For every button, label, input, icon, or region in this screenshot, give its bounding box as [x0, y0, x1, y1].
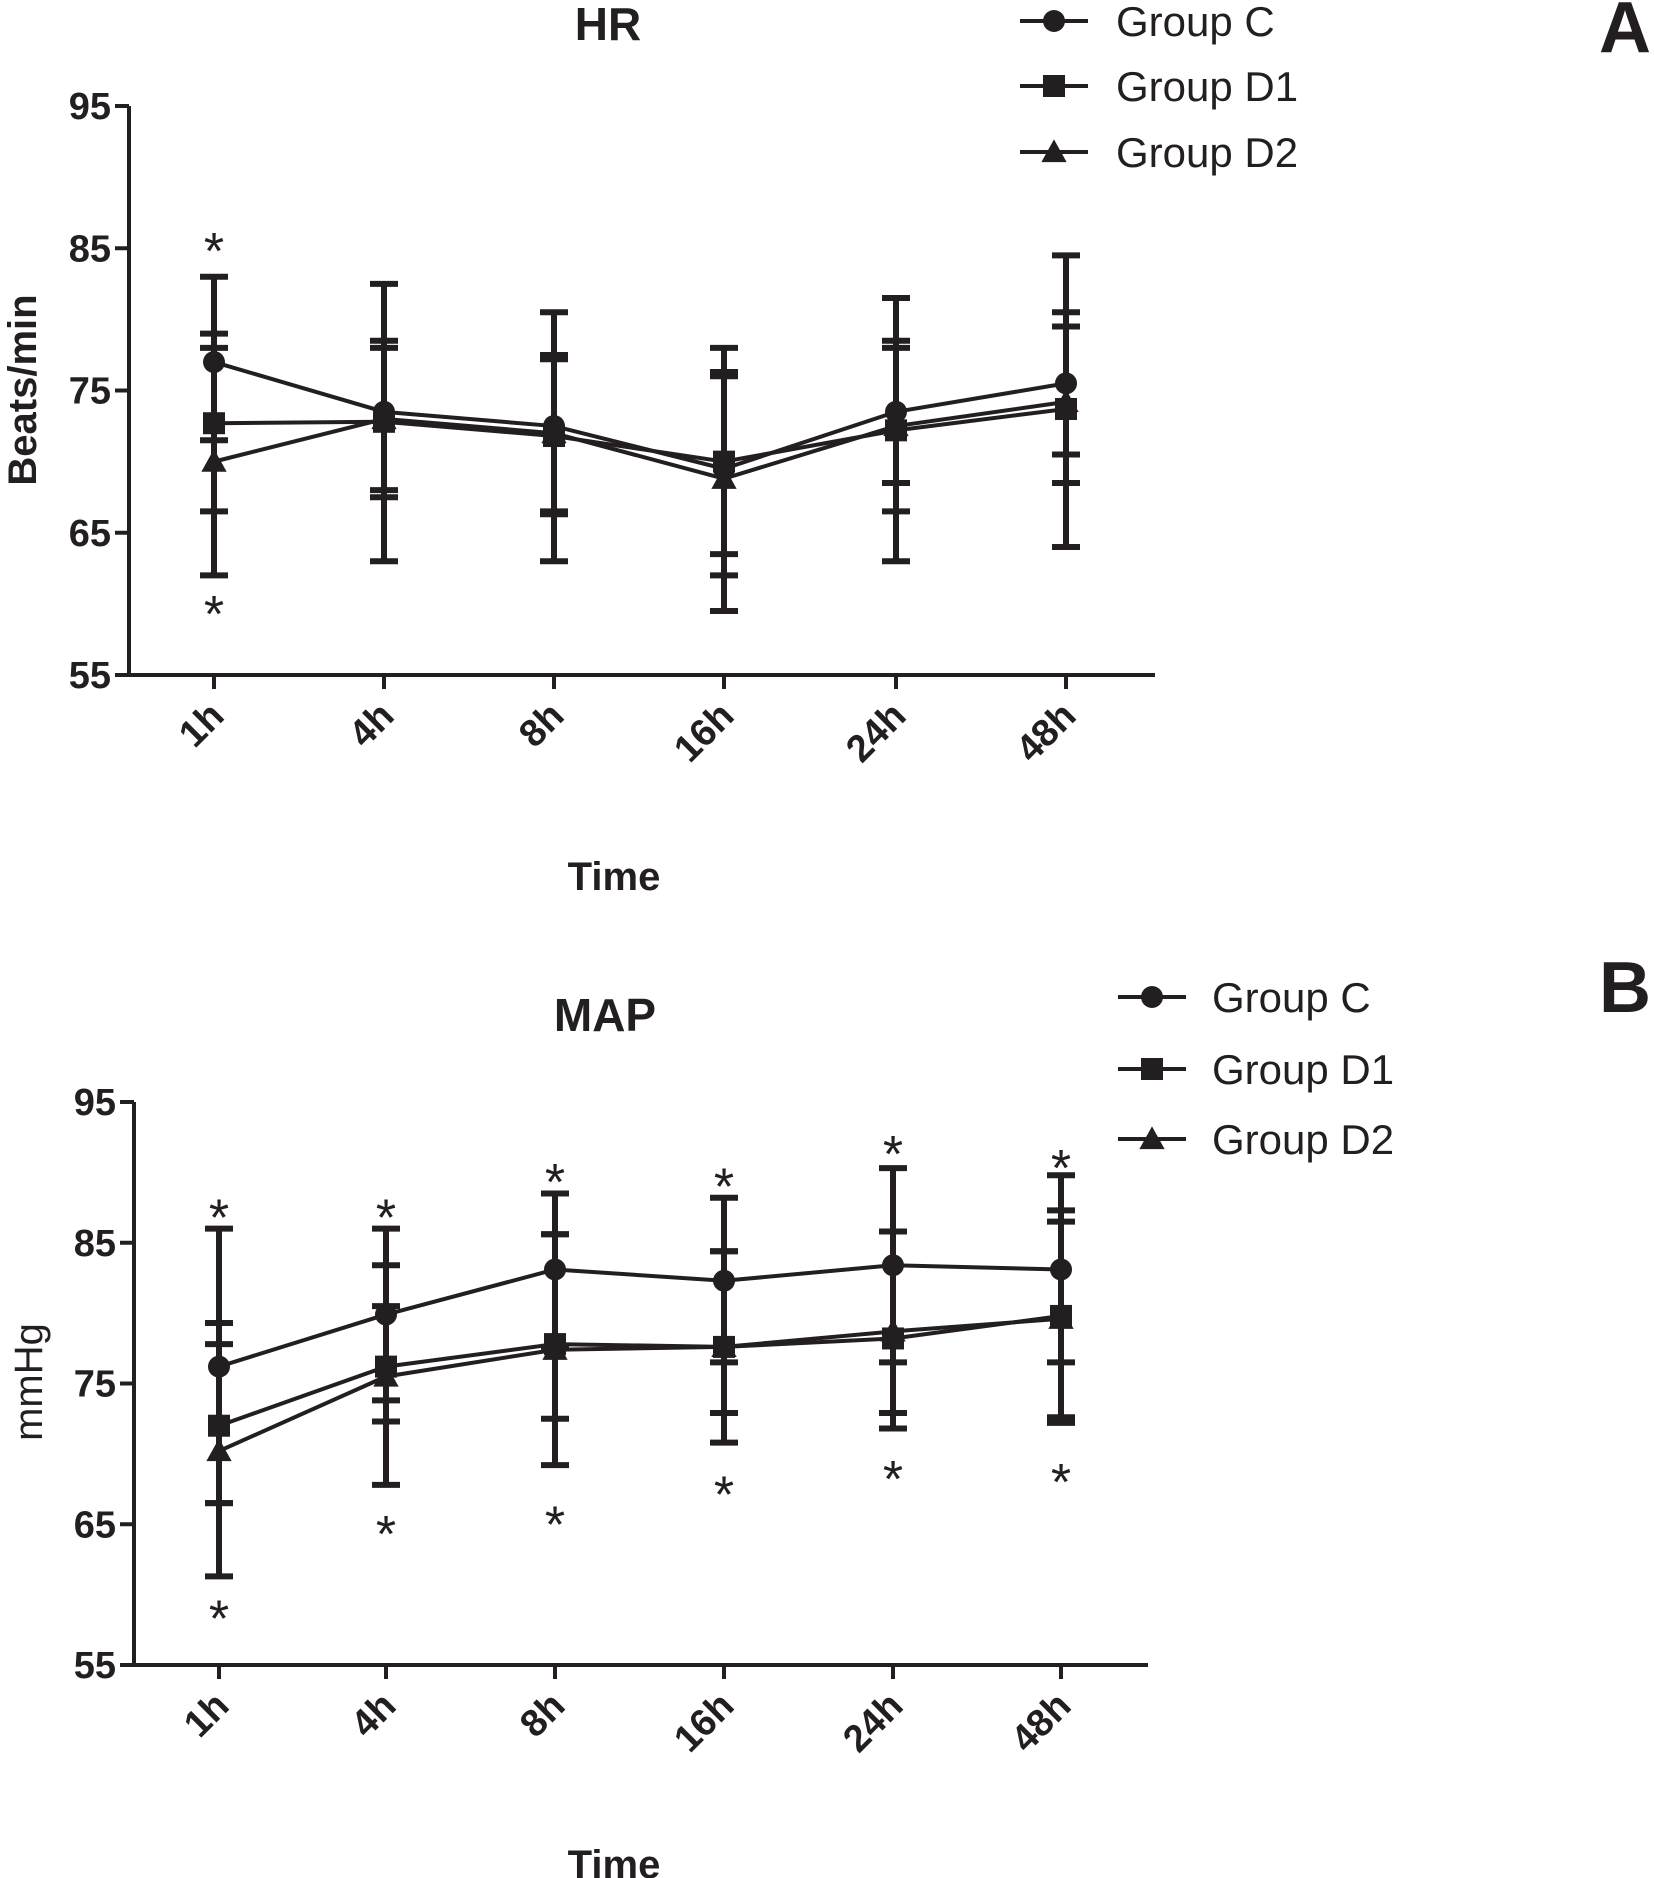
data-point	[880, 1318, 906, 1342]
series-line	[213, 399, 1067, 481]
series-line	[218, 1316, 1062, 1453]
significance-star: *	[545, 1496, 565, 1554]
legend-marker	[1139, 1126, 1165, 1150]
data-point	[541, 420, 567, 444]
x-tick-label: 48h	[1008, 695, 1084, 771]
legend-label: Group C	[1212, 974, 1371, 1021]
y-tick-label: 75	[69, 371, 111, 413]
series-group-d2	[205, 1218, 1075, 1580]
x-tick-label: 48h	[1003, 1685, 1079, 1761]
chart-title: HR	[575, 0, 641, 50]
significance-star: *	[714, 1467, 734, 1525]
x-tick-label: 8h	[511, 695, 572, 756]
x-axis-label: Time	[568, 855, 661, 899]
chart-panel-a: HR A 55 65 75 85 95 1h 4h 8h 16h 24h 48h Beats/min Tim…	[1, 0, 1651, 899]
y-tick-label: 55	[74, 1645, 116, 1687]
y-tick-label: 65	[74, 1504, 116, 1546]
series-group-d1	[200, 323, 1080, 565]
significance-star: *	[204, 223, 224, 281]
significance-star: *	[376, 1189, 396, 1247]
series-group-c	[205, 1165, 1075, 1507]
y-tick-label: 65	[69, 513, 111, 555]
data-point	[201, 448, 227, 472]
legend-marker	[1043, 10, 1065, 32]
significance-star: *	[714, 1158, 734, 1216]
legend-label: Group D1	[1116, 63, 1298, 110]
data-point	[371, 406, 397, 430]
x-axis-label: Time	[568, 1843, 661, 1878]
x-tick-label: 1h	[176, 1685, 237, 1746]
y-tick-label: 95	[69, 86, 111, 128]
series-line	[218, 1263, 1062, 1369]
significance-star: *	[1051, 1454, 1071, 1512]
legend-marker	[1043, 75, 1065, 97]
panel-letter: A	[1599, 0, 1651, 68]
significance-star: *	[376, 1506, 396, 1564]
significance-star: *	[883, 1451, 903, 1509]
chart-panel-b: MAP B 55 65 75 85 95 1h 4h 8h 16h 24h 48h mmHg Time * * *…	[7, 948, 1651, 1878]
significance-star: *	[545, 1154, 565, 1212]
x-tick-label: 8h	[512, 1685, 573, 1746]
data-point	[711, 466, 737, 489]
legend-label: Group C	[1116, 0, 1275, 45]
legend: Group C Group D1 Group D2	[1020, 0, 1298, 176]
data-point	[711, 1334, 737, 1358]
series-line	[218, 1313, 1062, 1428]
y-axis-label: Beats/min	[1, 294, 45, 485]
y-tick-label: 95	[74, 1082, 116, 1124]
y-tick-label: 75	[74, 1364, 116, 1406]
series-group-c	[200, 252, 1080, 579]
significance-star: *	[204, 586, 224, 644]
chart-title: MAP	[554, 989, 656, 1041]
x-tick-label: 4h	[341, 695, 402, 756]
legend-label: Group D1	[1212, 1046, 1394, 1093]
significance-star: *	[209, 1591, 229, 1649]
x-tick-label: 1h	[171, 695, 232, 756]
data-point	[373, 1363, 399, 1387]
x-tick-label: 24h	[835, 1685, 911, 1761]
panel-letter: B	[1599, 948, 1651, 1028]
y-tick-label: 85	[74, 1223, 116, 1265]
series-group-d2	[200, 309, 1080, 614]
significance-star: *	[1051, 1140, 1071, 1198]
significance-star: *	[209, 1189, 229, 1247]
significance-star: *	[883, 1126, 903, 1184]
legend: Group C Group D1 Group D2	[1118, 974, 1394, 1163]
legend-marker	[1041, 139, 1067, 163]
legend-label: Group D2	[1212, 1116, 1394, 1163]
data-point	[1053, 389, 1079, 412]
legend-marker	[1141, 1058, 1163, 1080]
y-tick-label: 55	[69, 655, 111, 697]
y-axis-label: mmHg	[7, 1323, 51, 1441]
legend-marker	[1141, 986, 1163, 1008]
data-point	[1048, 1306, 1074, 1329]
series-line	[213, 360, 1067, 471]
x-tick-label: 16h	[666, 1685, 742, 1761]
series-line	[213, 407, 1067, 464]
series-group-d1	[205, 1207, 1075, 1507]
data-point	[883, 413, 909, 437]
legend-label: Group D2	[1116, 129, 1298, 176]
x-tick-label: 4h	[343, 1685, 404, 1746]
y-tick-label: 85	[69, 228, 111, 270]
x-tick-label: 16h	[666, 695, 742, 771]
x-tick-label: 24h	[838, 695, 914, 771]
data-point	[206, 1438, 232, 1462]
data-point	[542, 1337, 568, 1360]
